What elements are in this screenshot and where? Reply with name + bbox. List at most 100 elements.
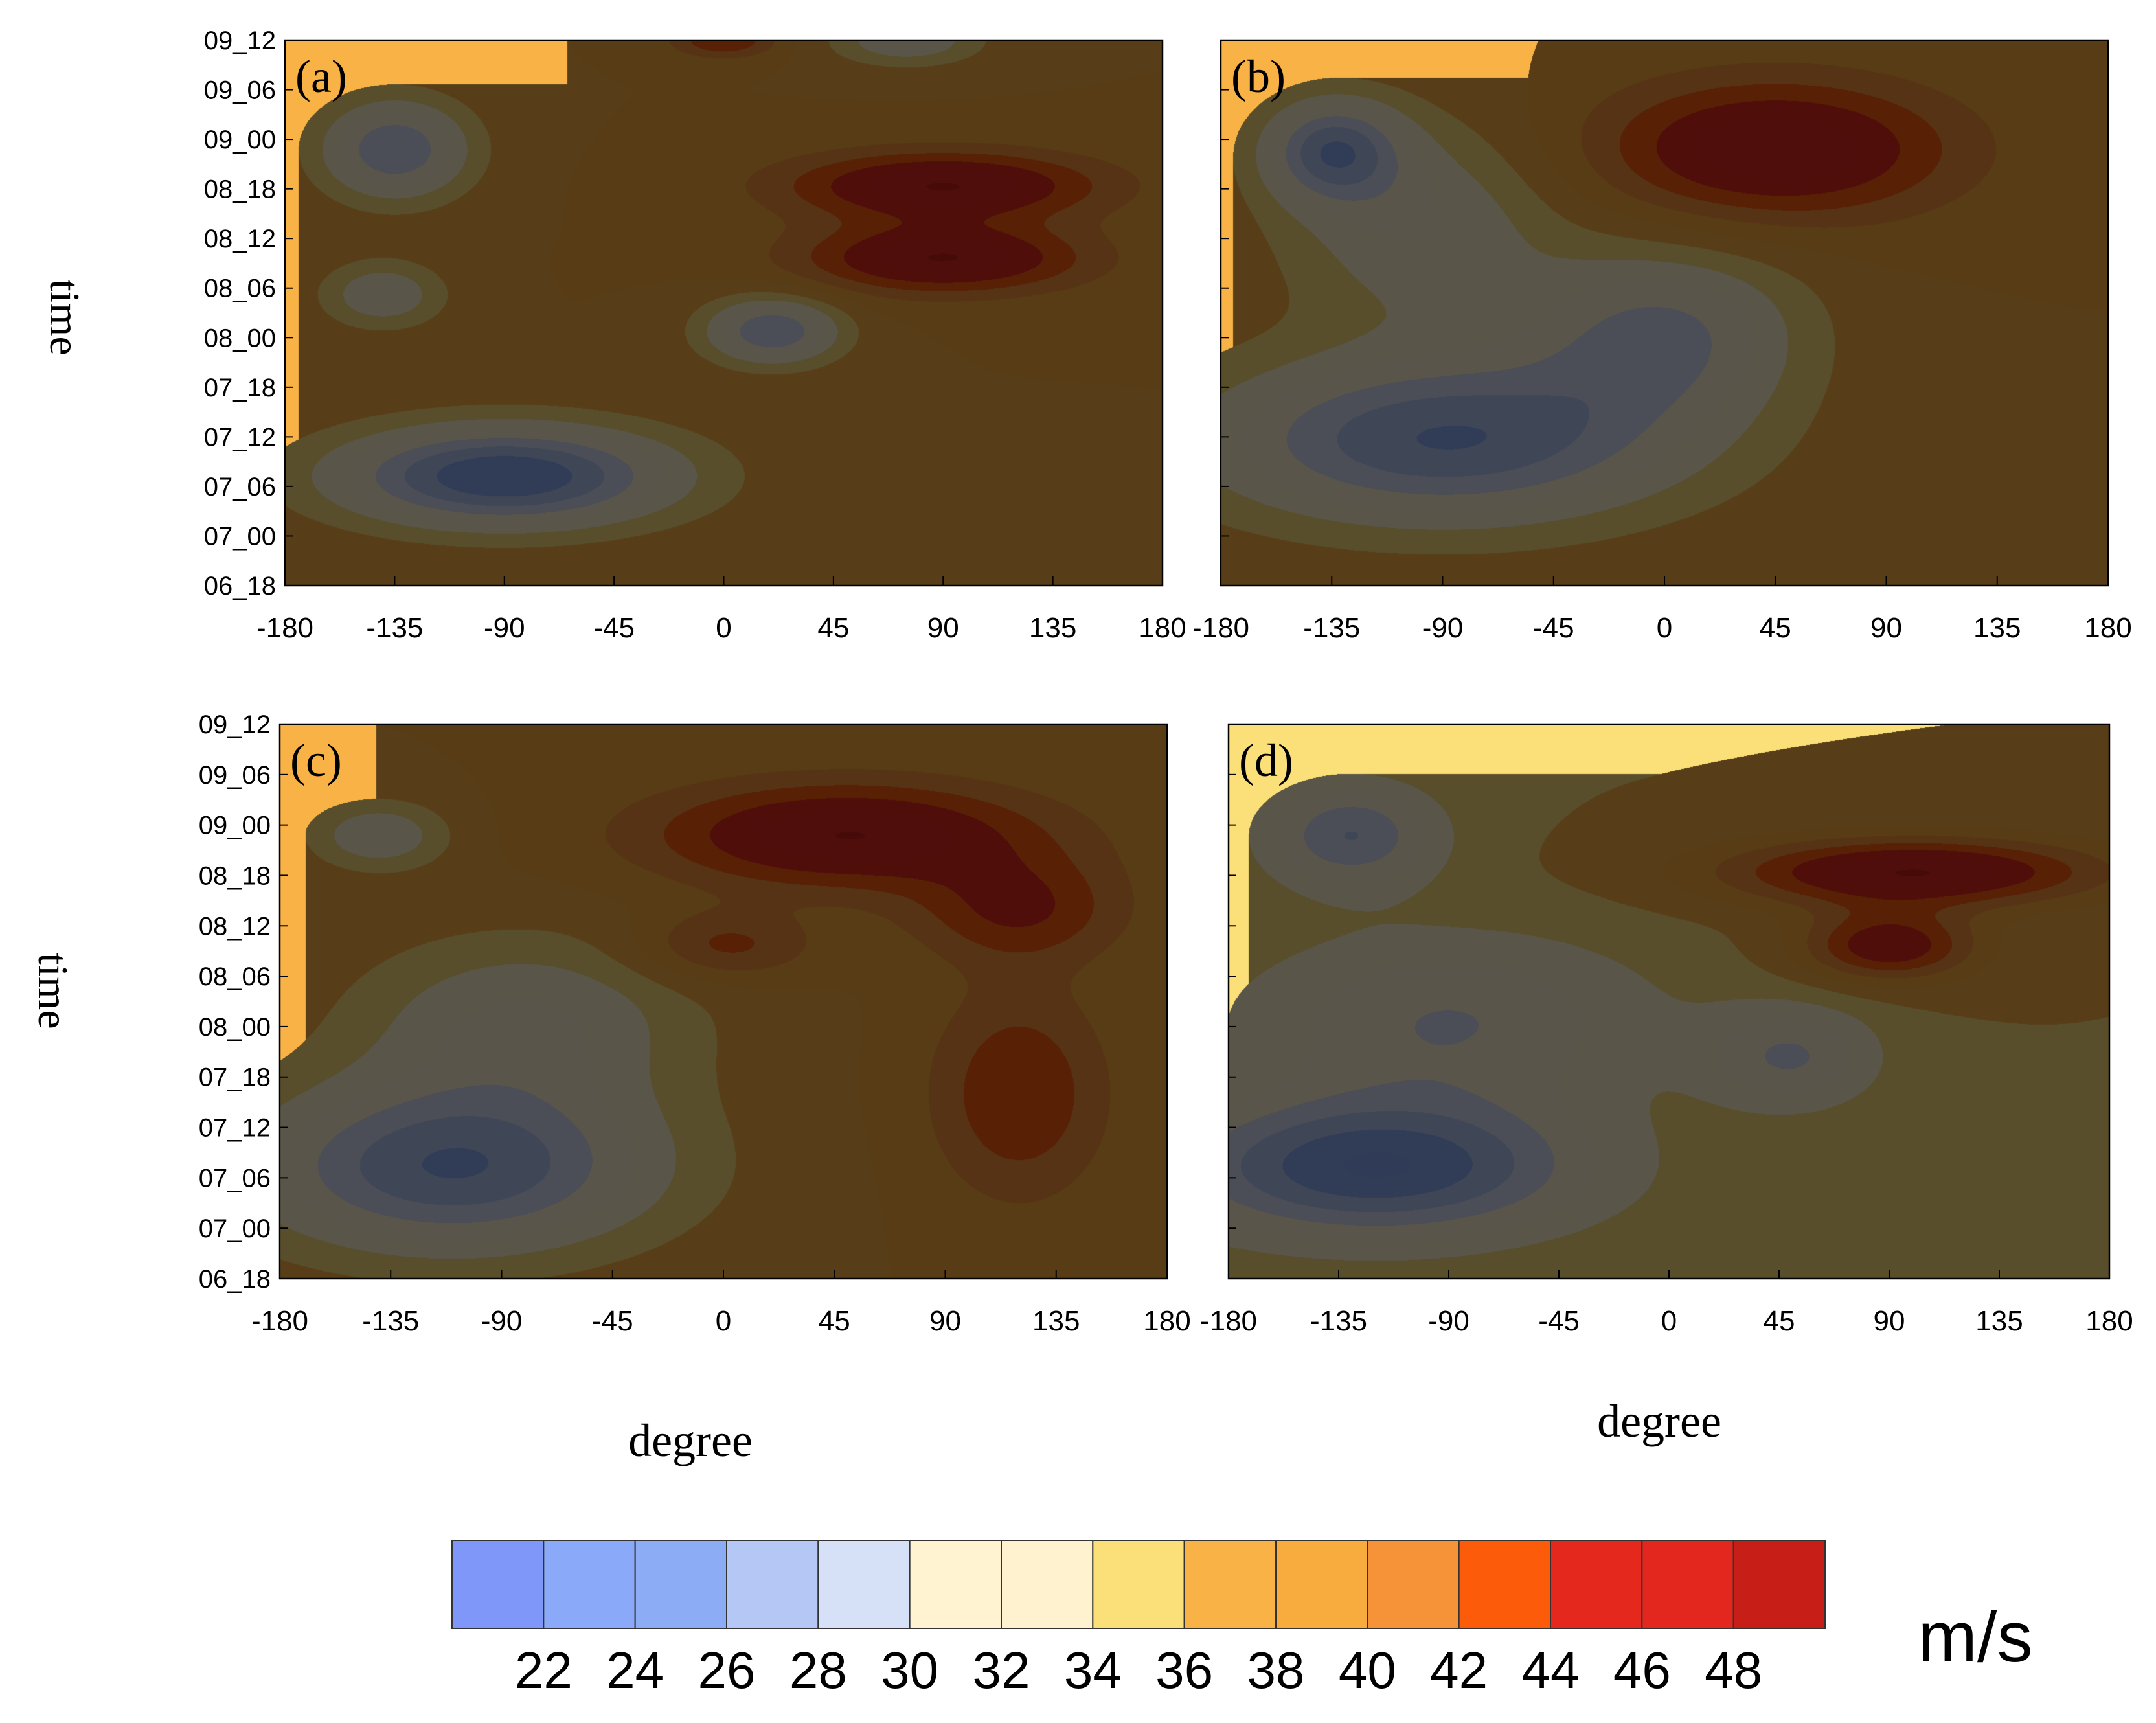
y-tick-label: 07_00 xyxy=(204,522,276,551)
y-tick-label: 09_12 xyxy=(204,27,276,55)
x-tick-label: -45 xyxy=(1533,612,1574,644)
x-tick-label: 180 xyxy=(1143,1305,1190,1337)
colorbar-swatch xyxy=(543,1540,636,1629)
colorbar-swatch xyxy=(1275,1540,1368,1629)
x-tick-label: -135 xyxy=(362,1305,419,1337)
colorbar-swatch xyxy=(1092,1540,1185,1629)
x-tick-label: 0 xyxy=(1661,1305,1677,1337)
x-tick-label: -135 xyxy=(366,612,423,644)
colorbar-swatch xyxy=(1458,1540,1552,1629)
y-tick-label: 08_18 xyxy=(204,176,276,204)
x-tick-label: 45 xyxy=(817,612,849,644)
x-tick-label: 90 xyxy=(1874,1305,1905,1337)
x-tick-label: -45 xyxy=(592,1305,633,1337)
x-tick-label: -45 xyxy=(593,612,635,644)
x-tick-label: -90 xyxy=(1422,612,1464,644)
panel-a: (a) -180 -135 -90 -45 0 45 90 135 180 06_18 07_00 07… xyxy=(204,27,1186,644)
y-tick-label: 08_18 xyxy=(199,862,271,890)
colorbar-tick-label: 30 xyxy=(881,1641,938,1699)
colorbar-tick-label: 46 xyxy=(1613,1641,1671,1699)
y-tick-label: 07_18 xyxy=(204,374,276,402)
colorbar-unit-label: m/s xyxy=(1918,1597,2032,1677)
x-tick-label: 135 xyxy=(1973,612,2021,644)
y-tick-label: 09_06 xyxy=(204,76,276,105)
colorbar-tick-label: 22 xyxy=(515,1641,573,1699)
y-tick-label: 06_18 xyxy=(199,1265,271,1294)
panel-b: (b) -180 -135 -90 -45 0 45 90 135 180 xyxy=(1192,39,2132,644)
colorbar-tick-label: 42 xyxy=(1430,1641,1488,1699)
x-tick-label: 0 xyxy=(716,612,731,644)
colorbar-tick-label: 48 xyxy=(1705,1641,1762,1699)
x-tick-label: -135 xyxy=(1303,612,1360,644)
x-tick-label: -45 xyxy=(1538,1305,1580,1337)
colorbar-tick-label: 44 xyxy=(1522,1641,1580,1699)
colorbar-swatch xyxy=(451,1540,545,1629)
y-tick-label: 07_06 xyxy=(199,1164,271,1192)
x-tick-label: -90 xyxy=(1428,1305,1469,1337)
x-tick-label: 0 xyxy=(716,1305,731,1337)
x-tick-label: 45 xyxy=(1764,1305,1795,1337)
colorbar-swatch xyxy=(1001,1540,1094,1629)
x-tick-label: 135 xyxy=(1029,612,1076,644)
colorbar-swatch xyxy=(909,1540,1002,1629)
y-tick-label: 08_06 xyxy=(204,275,276,303)
x-tick-label: -180 xyxy=(1200,1305,1257,1337)
y-tick-label: 08_00 xyxy=(199,1013,271,1042)
x-tick-label: 135 xyxy=(1975,1305,2023,1337)
x-tick-label: 45 xyxy=(1760,612,1791,644)
panel-label: (b) xyxy=(1231,51,1286,102)
panel-d-contour-field xyxy=(1229,724,2109,1279)
panel-label: (d) xyxy=(1239,735,1293,786)
y-tick-label: 07_12 xyxy=(204,423,276,451)
y-tick-label: 07_00 xyxy=(199,1215,271,1243)
x-axis-title-right: degree xyxy=(1597,1395,1721,1447)
x-tick-label: 45 xyxy=(819,1305,850,1337)
colorbar: 22 24 26 28 30 32 34 36 38 40 42 44 46 48 xyxy=(451,1540,1826,1699)
colorbar-swatch xyxy=(1550,1540,1643,1629)
panel-c: (c) -180 -135 -90 -45 0 45 90 135 180 06_18 07_00 07… xyxy=(199,711,1191,1337)
x-tick-label: -180 xyxy=(251,1305,308,1337)
x-tick-label: 90 xyxy=(1870,612,1902,644)
colorbar-swatch xyxy=(817,1540,911,1629)
x-axis-title-left: degree xyxy=(628,1415,753,1466)
y-tick-label: 08_00 xyxy=(204,324,276,352)
colorbar-swatch xyxy=(1183,1540,1277,1629)
x-tick-label: 180 xyxy=(1139,612,1186,644)
colorbar-swatch xyxy=(1732,1540,1826,1629)
x-tick-label: 180 xyxy=(2084,612,2131,644)
x-tick-label: 90 xyxy=(927,612,959,644)
colorbar-tick-label: 34 xyxy=(1064,1641,1122,1699)
y-tick-label: 07_12 xyxy=(199,1114,271,1143)
y-tick-label: 06_18 xyxy=(204,572,276,600)
colorbar-tick-label: 40 xyxy=(1339,1641,1396,1699)
colorbar-swatch xyxy=(1367,1540,1460,1629)
x-tick-label: -90 xyxy=(481,1305,523,1337)
panel-b-contour-field xyxy=(1221,40,2108,586)
y-tick-label: 08_12 xyxy=(204,225,276,253)
colorbar-tick-label: 28 xyxy=(789,1641,847,1699)
y-tick-label: 09_00 xyxy=(199,812,271,840)
panel-a-contour-field xyxy=(285,40,1163,586)
colorbar-swatch xyxy=(1641,1540,1734,1629)
colorbar-swatch xyxy=(726,1540,819,1629)
x-tick-label: -180 xyxy=(256,612,313,644)
colorbar-tick-label: 36 xyxy=(1155,1641,1213,1699)
x-tick-label: -90 xyxy=(484,612,525,644)
x-tick-label: 135 xyxy=(1032,1305,1080,1337)
colorbar-tick-label: 38 xyxy=(1247,1641,1305,1699)
y-tick-label: 07_18 xyxy=(199,1064,271,1092)
panel-label: (c) xyxy=(290,735,342,786)
y-tick-label: 09_00 xyxy=(204,126,276,154)
y-axis-title-top: time xyxy=(41,279,88,355)
panel-c-contour-field xyxy=(280,724,1167,1279)
y-axis-title-bottom: time xyxy=(29,953,76,1029)
x-tick-label: 180 xyxy=(2085,1305,2133,1337)
colorbar-tick-label: 24 xyxy=(606,1641,664,1699)
x-tick-label: 90 xyxy=(929,1305,961,1337)
y-tick-label: 07_06 xyxy=(204,473,276,501)
panel-label: (a) xyxy=(295,51,347,102)
y-tick-label: 08_06 xyxy=(199,963,271,991)
x-tick-label: -135 xyxy=(1310,1305,1367,1337)
colorbar-swatch xyxy=(634,1540,728,1629)
